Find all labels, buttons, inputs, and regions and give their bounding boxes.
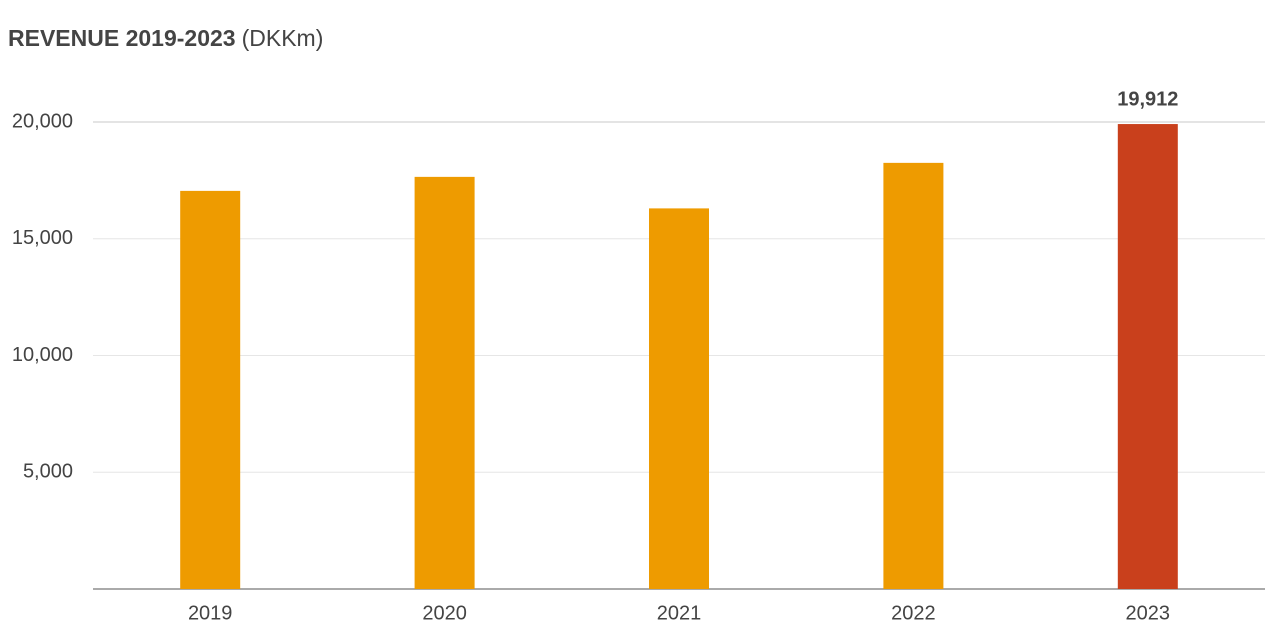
y-tick-label: 5,000 [23,461,73,483]
y-tick-label: 15,000 [12,227,73,249]
x-tick-label: 2022 [891,602,936,624]
bar [180,190,241,589]
y-tick-label: 20,000 [12,110,73,132]
x-tick-label: 2020 [422,602,467,624]
x-tick-label: 2019 [188,602,233,624]
chart-title-group: REVENUE 2019-2023 (DKKm) [8,25,323,51]
chart-title: REVENUE 2019-2023 [8,25,236,51]
x-tick-label: 2021 [657,602,702,624]
value-label: 19,912 [1117,88,1178,110]
bar [414,176,475,589]
bar [1117,124,1178,589]
x-tick-label: 2023 [1126,602,1171,624]
bar [883,162,944,590]
bar [649,208,709,589]
y-tick-label: 10,000 [12,344,73,366]
chart-unit: (DKKm) [242,25,324,51]
